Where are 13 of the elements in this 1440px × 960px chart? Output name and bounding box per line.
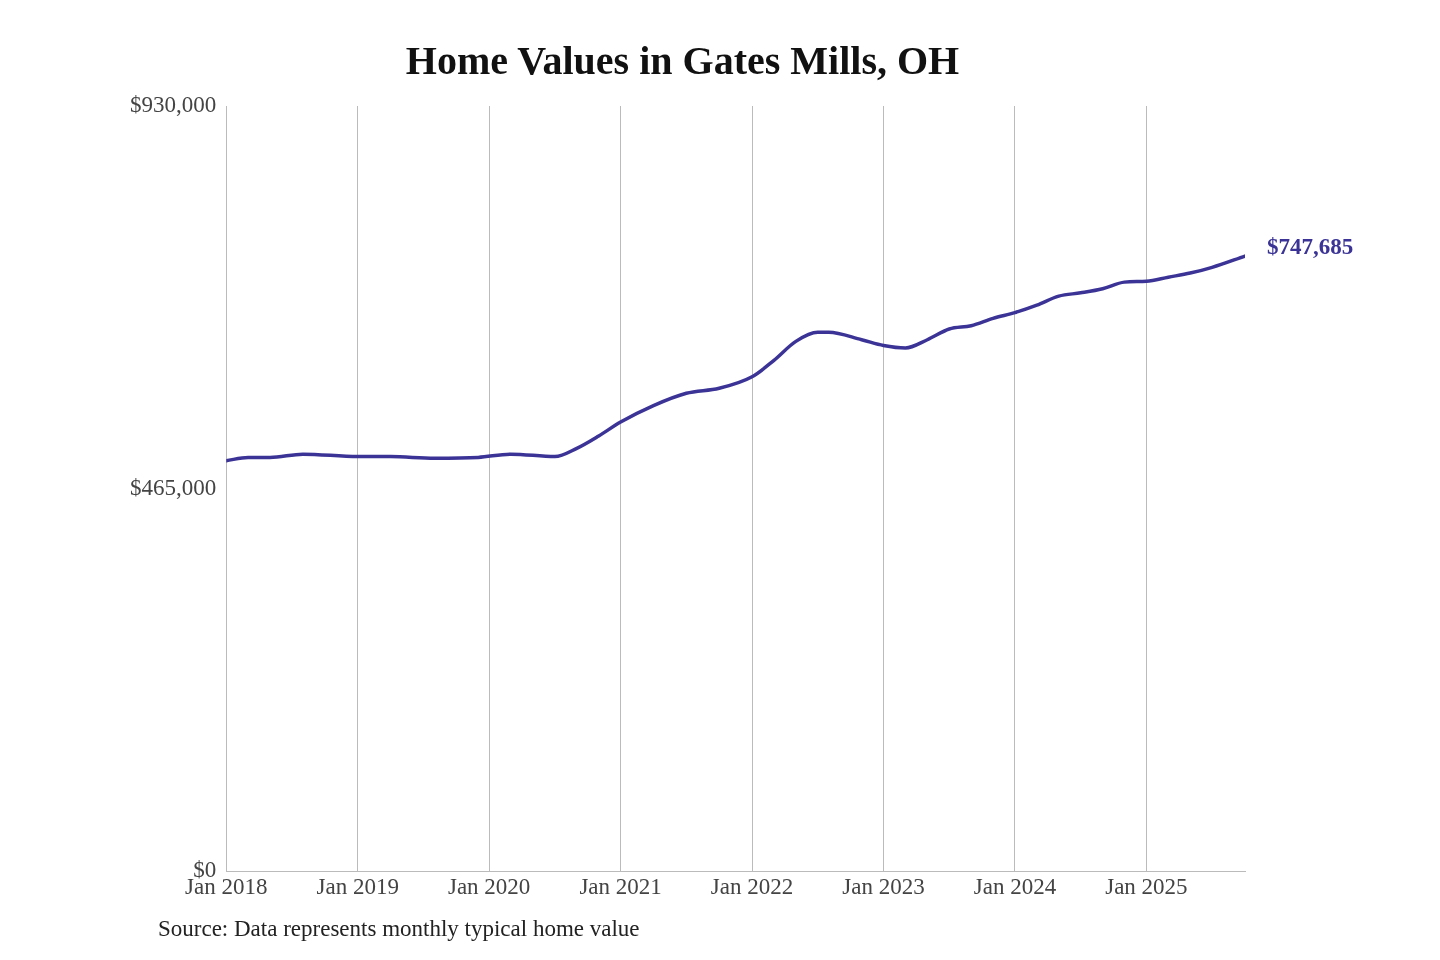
x-tick-label: Jan 2024 [973, 874, 1057, 900]
y-tick-label: $465,000 [130, 474, 217, 500]
chart-title: Home Values in Gates Mills, OH [405, 38, 960, 84]
line-series [226, 254, 1245, 463]
x-tick-label: Jan 2020 [447, 874, 531, 900]
x-tick-label: Jan 2019 [316, 874, 399, 900]
annotation: $747,685 [1267, 233, 1354, 259]
source-note: Source: Data represents monthly typical home value [158, 916, 640, 942]
x-tick-label: Jan 2021 [579, 874, 662, 900]
x-tick-label: Jan 2025 [1105, 874, 1188, 900]
y-tick-label: $930,000 [130, 92, 217, 118]
x-tick-label: Jan 2022 [710, 874, 794, 900]
x-tick-label: Jan 2023 [842, 874, 925, 900]
